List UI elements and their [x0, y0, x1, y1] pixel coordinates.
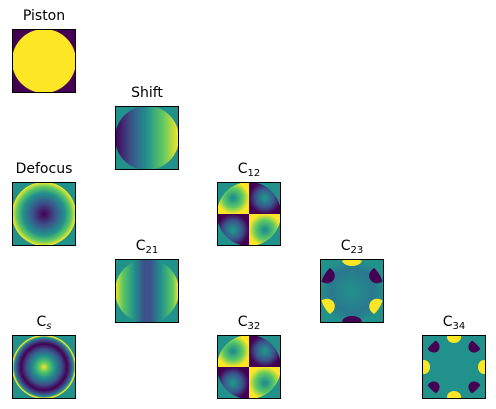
aberration-map-c23	[320, 259, 384, 323]
panel-c12: C12	[217, 161, 281, 246]
panel-defocus: Defocus	[12, 161, 76, 246]
panel-c21: C21	[115, 238, 179, 323]
panel-title-c32: C32	[237, 314, 261, 332]
panel-title-c21: C21	[135, 238, 159, 256]
panel-c34: C34	[422, 314, 486, 399]
aberration-map-c32	[217, 335, 281, 399]
aberration-map-c21	[115, 259, 179, 323]
panel-title-cs: Cs	[36, 314, 52, 332]
panel-cs: Cs	[12, 314, 76, 399]
aberration-map-c34	[422, 335, 486, 399]
panel-c23: C23	[320, 238, 384, 323]
aberration-map-piston	[12, 29, 76, 93]
panel-title-c34: C34	[442, 314, 466, 332]
aberration-map-shift	[115, 106, 179, 170]
panel-title-c12: C12	[237, 161, 261, 179]
aberration-map-defocus	[12, 182, 76, 246]
panel-c32: C32	[217, 314, 281, 399]
panel-piston: Piston	[12, 8, 76, 93]
panel-title-defocus: Defocus	[15, 161, 73, 177]
panel-title-piston: Piston	[22, 8, 66, 24]
panel-title-shift: Shift	[131, 85, 163, 101]
aberration-map-cs	[12, 335, 76, 399]
panel-shift: Shift	[115, 85, 179, 170]
panel-title-c23: C23	[340, 238, 364, 256]
aberration-map-c12	[217, 182, 281, 246]
